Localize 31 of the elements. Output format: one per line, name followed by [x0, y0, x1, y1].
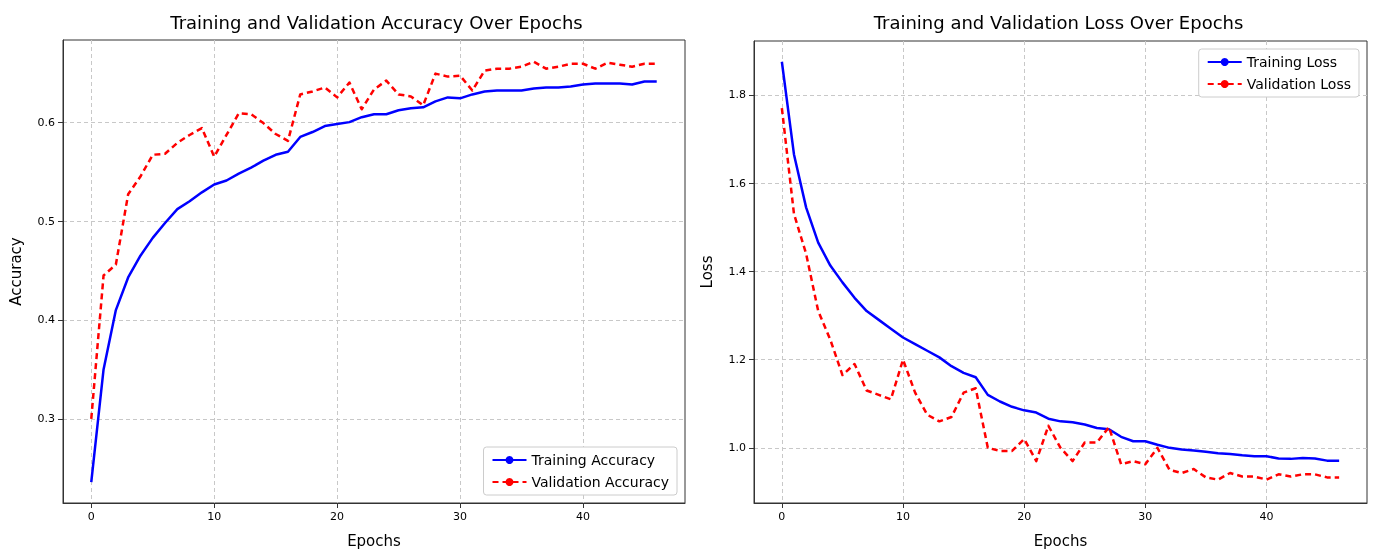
- line-series: [90, 60, 658, 421]
- x-tick-label: 30: [453, 510, 468, 523]
- x-tick-label: 0: [778, 510, 786, 523]
- x-tick-label: 10: [896, 510, 911, 523]
- y-tick-label: 0.5: [37, 214, 55, 228]
- y-axis-title: Accuracy: [6, 237, 25, 306]
- legend-label: Validation Accuracy: [531, 474, 669, 490]
- legend-label: Training Loss: [1245, 54, 1338, 70]
- chart-title: Training and Validation Loss Over Epochs: [872, 11, 1244, 33]
- y-axis-title: Loss: [697, 255, 716, 289]
- y-tick-label: 0.4: [37, 313, 55, 327]
- x-tick-label: 0: [87, 510, 95, 523]
- x-tick-label: 40: [1259, 510, 1274, 523]
- x-tick-label: 30: [1138, 510, 1153, 523]
- x-tick-label: 40: [575, 510, 590, 523]
- y-tick-label: 1.6: [728, 176, 746, 190]
- x-tick-label: 20: [330, 510, 345, 523]
- legend-label: Validation Loss: [1246, 76, 1352, 92]
- y-tick-label: 0.6: [37, 115, 55, 129]
- x-tick-label: 20: [1017, 510, 1032, 523]
- chart-title: Training and Validation Accuracy Over Epochs: [169, 11, 583, 33]
- x-axis-title: Epochs: [1033, 531, 1088, 550]
- y-tick-label: 1.0: [728, 441, 746, 455]
- x-axis-title: Epochs: [347, 531, 402, 550]
- legend-label: Training Accuracy: [530, 452, 656, 468]
- y-tick-label: 1.4: [728, 264, 746, 278]
- line-series: [780, 106, 1341, 481]
- y-tick-label: 1.8: [728, 88, 746, 102]
- x-tick-label: 10: [207, 510, 222, 523]
- y-tick-label: 0.3: [37, 412, 55, 426]
- y-tick-label: 1.2: [728, 353, 746, 367]
